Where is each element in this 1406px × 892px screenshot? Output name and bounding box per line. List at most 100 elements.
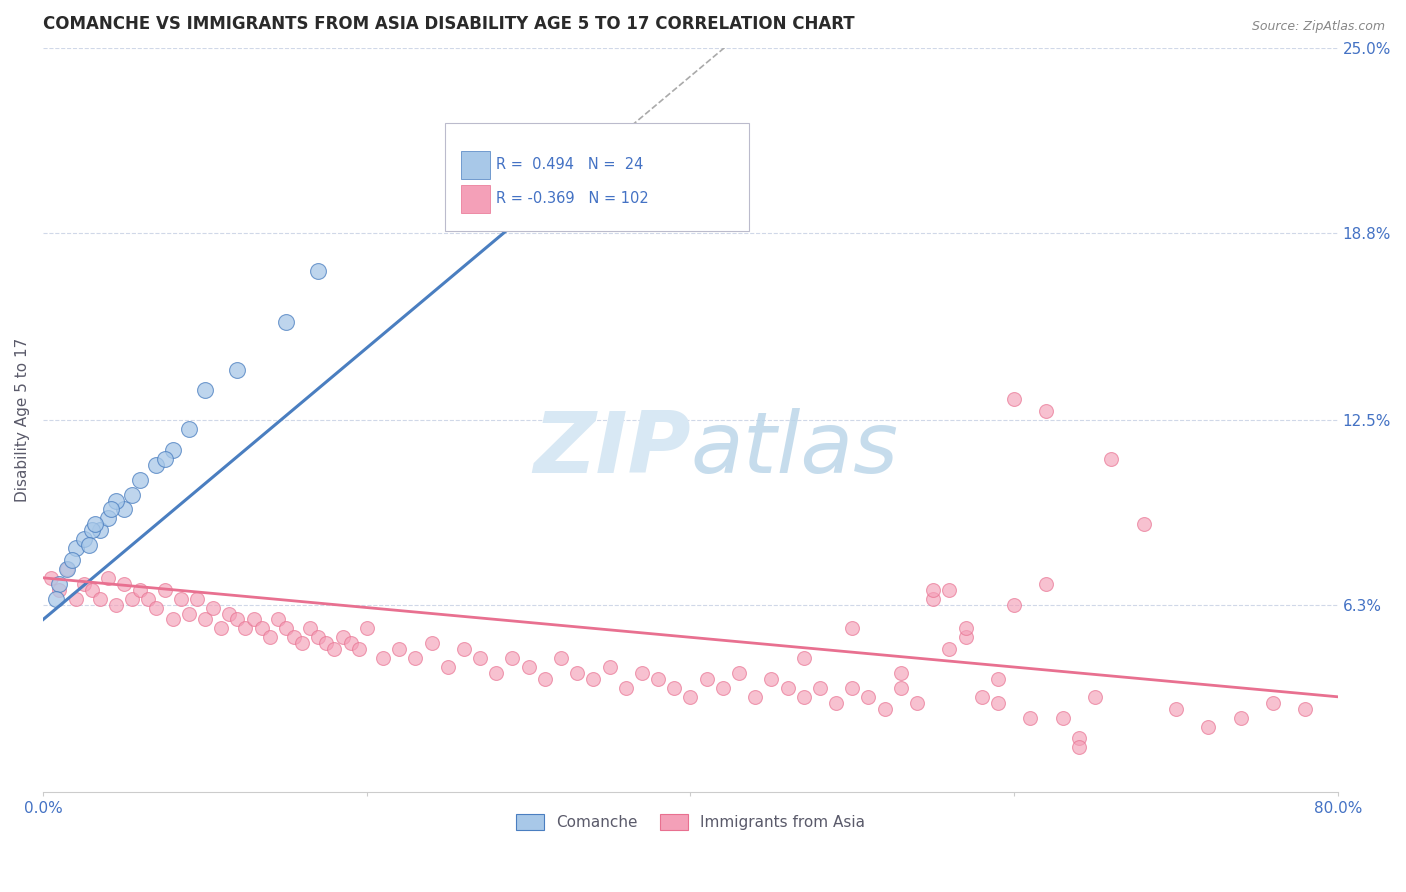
Point: [825, 696, 848, 710]
Point: [80, 523, 103, 537]
Point: [728, 665, 751, 680]
Point: [679, 690, 702, 704]
Point: [112, 502, 135, 516]
Point: [761, 672, 783, 686]
Point: [841, 621, 863, 635]
Point: [332, 630, 354, 644]
Point: [420, 636, 443, 650]
Point: [153, 582, 176, 597]
Point: [72, 532, 94, 546]
Point: [744, 690, 766, 704]
Point: [194, 384, 217, 398]
Point: [696, 672, 718, 686]
Point: [48, 576, 70, 591]
Point: [808, 681, 831, 695]
Text: COMANCHE VS IMMIGRANTS FROM ASIA DISABILITY AGE 5 TO 17 CORRELATION CHART: COMANCHE VS IMMIGRANTS FROM ASIA DISABIL…: [44, 15, 855, 33]
Point: [145, 600, 167, 615]
Point: [250, 621, 273, 635]
Point: [599, 660, 621, 674]
Text: R = -0.369   N = 102: R = -0.369 N = 102: [496, 191, 650, 206]
Point: [121, 487, 143, 501]
Point: [45, 591, 67, 606]
Point: [582, 672, 605, 686]
Point: [274, 621, 297, 635]
Point: [226, 362, 249, 376]
Point: [550, 651, 572, 665]
Point: [453, 642, 475, 657]
FancyBboxPatch shape: [444, 123, 749, 231]
Text: atlas: atlas: [690, 409, 898, 491]
Point: [105, 493, 128, 508]
Point: [299, 621, 322, 635]
Point: [177, 422, 200, 436]
Point: [485, 665, 508, 680]
Point: [468, 651, 491, 665]
Point: [938, 642, 960, 657]
Point: [218, 607, 240, 621]
Point: [1002, 598, 1025, 612]
Text: Source: ZipAtlas.com: Source: ZipAtlas.com: [1251, 20, 1385, 33]
Point: [186, 591, 208, 606]
Point: [1019, 710, 1042, 724]
Point: [793, 690, 815, 704]
Point: [922, 591, 945, 606]
Point: [776, 681, 799, 695]
Point: [307, 630, 329, 644]
Point: [100, 502, 122, 516]
Point: [890, 665, 912, 680]
Point: [84, 517, 107, 532]
Point: [347, 642, 370, 657]
Point: [77, 538, 100, 552]
Point: [841, 681, 863, 695]
Point: [72, 576, 94, 591]
Point: [711, 681, 734, 695]
Point: [60, 553, 83, 567]
Point: [97, 571, 120, 585]
Point: [1035, 576, 1057, 591]
Point: [89, 523, 111, 537]
Point: [56, 562, 79, 576]
Point: [48, 582, 70, 597]
Point: [567, 665, 589, 680]
Point: [1084, 690, 1107, 704]
Point: [177, 607, 200, 621]
Point: [242, 612, 264, 626]
Point: [517, 660, 540, 674]
Point: [235, 621, 257, 635]
Point: [194, 612, 217, 626]
Point: [1002, 392, 1025, 407]
Point: [922, 582, 945, 597]
Point: [162, 612, 184, 626]
Point: [170, 591, 193, 606]
Point: [65, 591, 87, 606]
Point: [226, 612, 249, 626]
Point: [356, 621, 378, 635]
Point: [955, 630, 977, 644]
Point: [388, 642, 411, 657]
Point: [1261, 696, 1284, 710]
Point: [339, 636, 361, 650]
Point: [209, 621, 232, 635]
Point: [1067, 731, 1090, 746]
Point: [80, 582, 103, 597]
Point: [153, 451, 176, 466]
Point: [793, 651, 815, 665]
Point: [1035, 404, 1057, 418]
Point: [873, 701, 896, 715]
Point: [39, 571, 62, 585]
Text: R =  0.494   N =  24: R = 0.494 N = 24: [496, 157, 644, 172]
Point: [905, 696, 928, 710]
Point: [65, 541, 87, 555]
Point: [1229, 710, 1251, 724]
Point: [436, 660, 458, 674]
Point: [987, 672, 1010, 686]
Point: [534, 672, 557, 686]
FancyBboxPatch shape: [461, 185, 489, 213]
Point: [890, 681, 912, 695]
Point: [162, 442, 184, 457]
Point: [274, 315, 297, 329]
Point: [1099, 451, 1122, 466]
Point: [323, 642, 346, 657]
Point: [955, 621, 977, 635]
Point: [202, 600, 225, 615]
